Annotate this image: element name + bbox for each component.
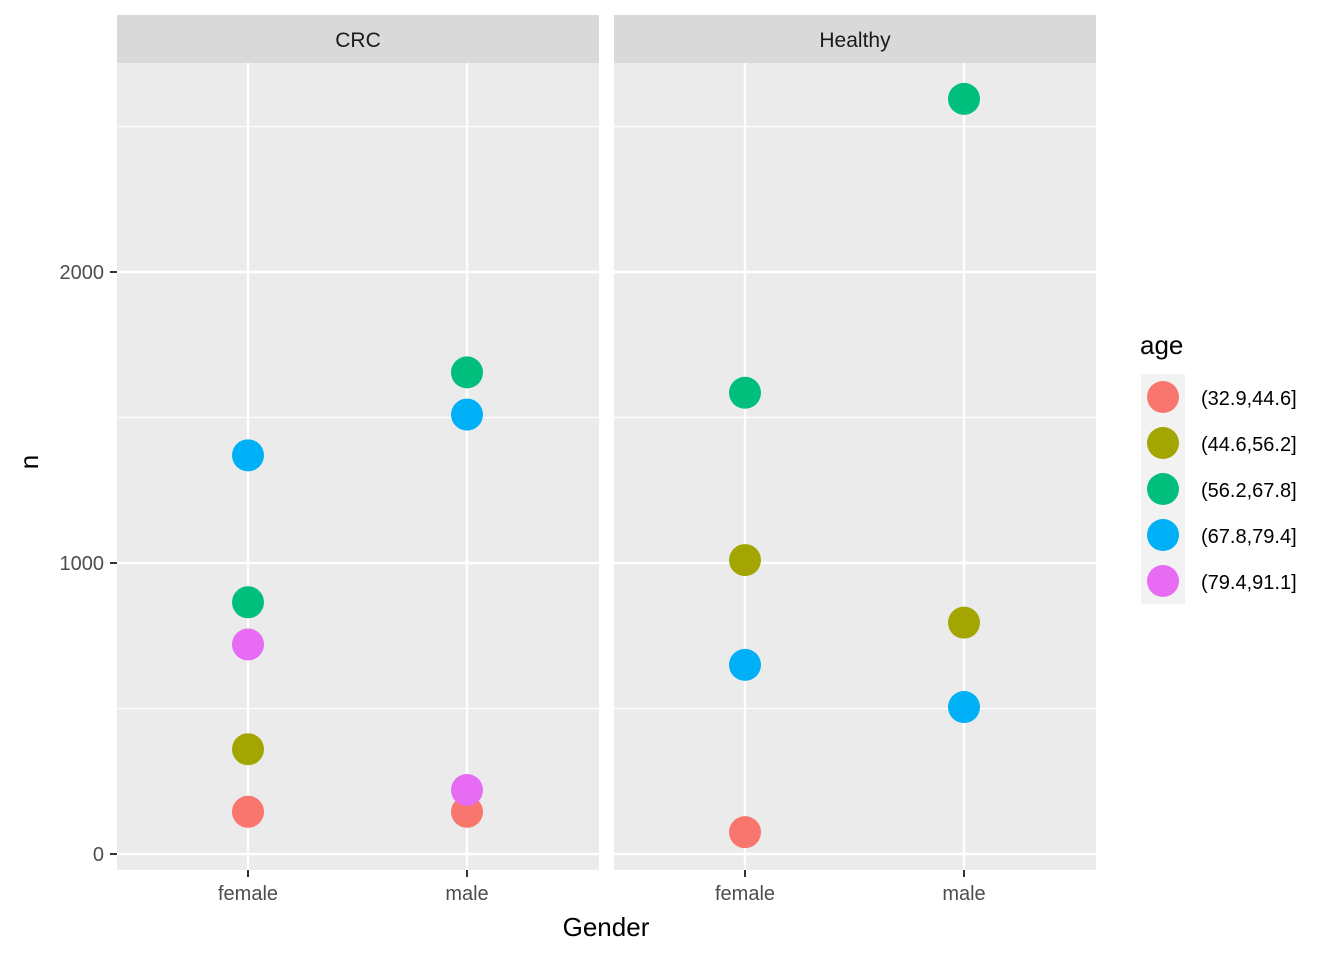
legend-swatch xyxy=(1147,427,1179,459)
legend-label: (67.8,79.4] xyxy=(1201,526,1297,548)
x-tick-label: female xyxy=(218,883,278,905)
panel-background xyxy=(614,63,1096,870)
legend-swatch xyxy=(1147,473,1179,505)
data-point-healthy-male-5 xyxy=(948,82,980,115)
data-point-healthy-male-4 xyxy=(948,606,980,639)
data-point-crc-female-3 xyxy=(232,439,264,472)
facet-panels: CRC female male Healthy female male xyxy=(117,15,1096,905)
facet-panel-healthy: Healthy female male xyxy=(614,15,1096,905)
data-point-crc-male-7 xyxy=(451,398,483,431)
facet-strip xyxy=(117,15,599,63)
data-point-crc-female-0 xyxy=(232,795,264,828)
legend-swatch xyxy=(1147,381,1179,413)
legend-item: (32.9,44.6] xyxy=(1141,374,1297,420)
y-tick-label: 2000 xyxy=(60,262,105,284)
legend-title: age xyxy=(1140,330,1183,360)
legend-label: (56.2,67.8] xyxy=(1201,480,1297,502)
x-tick-label: male xyxy=(445,883,488,905)
legend-item: (56.2,67.8] xyxy=(1141,466,1297,512)
legend-label: (44.6,56.2] xyxy=(1201,434,1297,456)
y-tick-label: 1000 xyxy=(60,553,105,575)
legend-item: (67.8,79.4] xyxy=(1141,512,1297,558)
data-point-healthy-male-6 xyxy=(948,691,980,724)
legend-label: (32.9,44.6] xyxy=(1201,388,1297,410)
x-axis-title: Gender xyxy=(563,912,650,942)
x-tick-label: male xyxy=(942,883,985,905)
legend-item: (44.6,56.2] xyxy=(1141,420,1297,466)
y-axis: 0 1000 2000 xyxy=(60,262,117,866)
panel-background xyxy=(117,63,599,870)
data-point-crc-male-6 xyxy=(451,356,483,389)
facet-strip-label: Healthy xyxy=(819,29,891,52)
legend-swatch xyxy=(1147,565,1179,597)
data-point-healthy-female-0 xyxy=(729,816,761,849)
facet-panel-crc: CRC female male xyxy=(117,15,599,905)
x-tick-label: female xyxy=(715,883,775,905)
y-tick-label: 0 xyxy=(93,844,104,866)
data-point-healthy-female-1 xyxy=(729,544,761,577)
data-point-crc-female-4 xyxy=(232,628,264,661)
y-axis-title: n xyxy=(14,455,44,469)
data-point-healthy-female-3 xyxy=(729,648,761,681)
data-point-crc-female-1 xyxy=(232,733,264,766)
facet-strip-label: CRC xyxy=(335,29,381,52)
legend-label: (79.4,91.1] xyxy=(1201,572,1297,594)
facet-strip xyxy=(614,15,1096,63)
legend-item: (79.4,91.1] xyxy=(1141,558,1297,604)
data-point-crc-female-2 xyxy=(232,586,264,619)
data-point-crc-male-8 xyxy=(451,773,483,806)
legend-swatch xyxy=(1147,519,1179,551)
legend: age (32.9,44.6] (44.6,56.2] (56.2,67.8] (67.… xyxy=(1140,330,1297,604)
data-point-healthy-female-2 xyxy=(729,376,761,409)
